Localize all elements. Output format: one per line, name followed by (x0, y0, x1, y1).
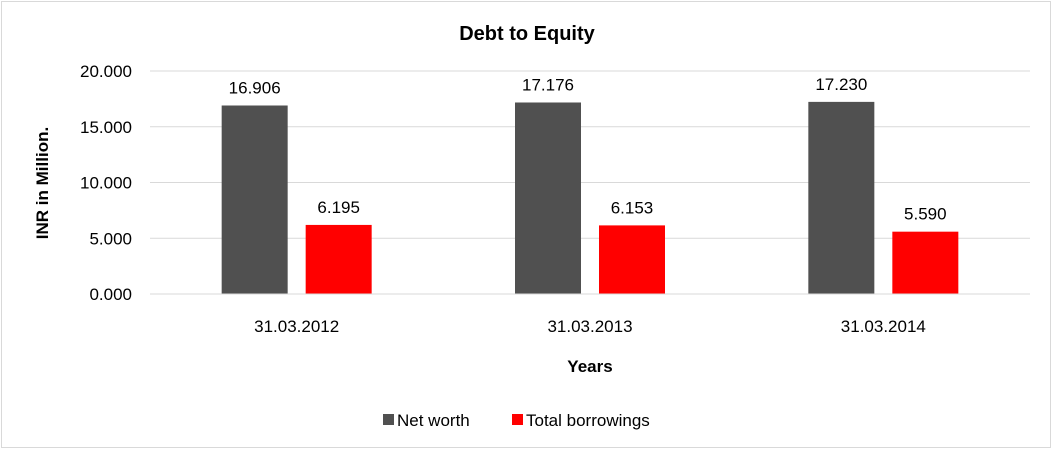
bar-net-worth (808, 101, 875, 294)
legend-label: Total borrowings (526, 411, 650, 430)
x-tick-label: 31.03.2012 (254, 317, 339, 336)
data-label: 6.153 (611, 198, 654, 217)
data-label: 6.195 (317, 198, 360, 217)
y-tick-label: 20.000 (80, 62, 132, 81)
legend-label: Net worth (397, 411, 470, 430)
data-label: 17.230 (815, 75, 867, 94)
bar-total-borrowings (599, 225, 665, 294)
data-label: 5.590 (904, 205, 947, 224)
data-label: 17.176 (522, 75, 574, 94)
bar-net-worth (515, 102, 581, 294)
x-axis-label: Years (567, 357, 612, 376)
legend-swatch (383, 414, 394, 425)
y-tick-label: 0.000 (89, 285, 132, 304)
y-tick-label: 5.000 (89, 229, 132, 248)
data-label: 16.906 (229, 78, 281, 97)
y-axis-label: INR in Million. (33, 127, 52, 239)
bar-total-borrowings (305, 224, 372, 294)
y-tick-label: 10.000 (80, 174, 132, 193)
bar-net-worth (221, 105, 288, 294)
chart-title: Debt to Equity (459, 23, 595, 45)
y-tick-label: 15.000 (80, 118, 132, 137)
bar-total-borrowings (892, 231, 959, 294)
x-tick-label: 31.03.2013 (547, 317, 632, 336)
x-tick-label: 31.03.2014 (841, 317, 926, 336)
legend-swatch (512, 414, 523, 425)
